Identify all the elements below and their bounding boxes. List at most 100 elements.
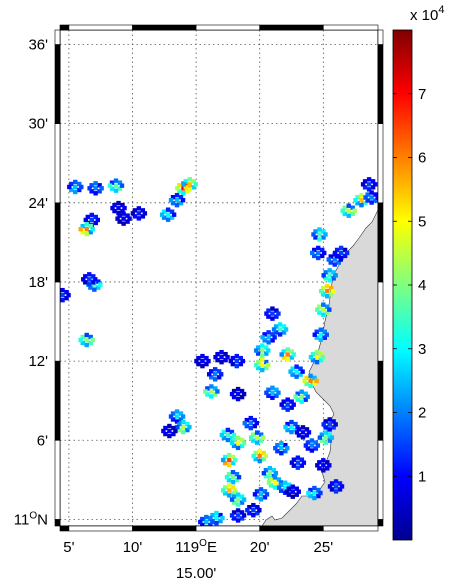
- density-cell: [320, 285, 326, 291]
- density-cell: [235, 518, 241, 523]
- density-cell: [88, 223, 93, 229]
- density-cell: [308, 383, 313, 389]
- density-cell: [219, 432, 225, 438]
- density-cluster: [229, 435, 247, 451]
- density-cell: [235, 502, 241, 507]
- density-cell: [261, 450, 266, 456]
- colorbar-tick-label: 3: [418, 341, 426, 358]
- density-cell: [263, 468, 269, 473]
- frame-bar-bottom: [323, 525, 379, 532]
- density-cell: [175, 186, 180, 191]
- density-cell: [256, 359, 261, 365]
- density-cell: [213, 354, 218, 360]
- density-cell: [322, 329, 327, 334]
- density-cell: [171, 431, 176, 437]
- density-cell: [312, 485, 317, 491]
- density-cell: [222, 485, 228, 490]
- density-cell: [291, 457, 297, 462]
- density-cell: [317, 237, 322, 242]
- density-cell: [327, 268, 332, 273]
- density-cell: [125, 213, 130, 218]
- density-cell: [181, 182, 186, 187]
- density-cell: [239, 516, 245, 521]
- density-cell: [213, 392, 218, 397]
- density-cell: [60, 292, 65, 298]
- density-cluster: [327, 479, 345, 494]
- density-cell: [254, 495, 260, 500]
- density-cell: [317, 310, 322, 315]
- density-cell: [60, 297, 65, 303]
- density-cell: [216, 369, 222, 374]
- density-cell: [252, 417, 257, 423]
- density-cell: [285, 402, 290, 407]
- density-cluster: [203, 384, 220, 399]
- density-cell: [205, 386, 210, 391]
- density-cell: [239, 437, 245, 443]
- density-cell: [337, 487, 343, 492]
- density-cell: [204, 524, 209, 526]
- density-cell: [97, 183, 102, 188]
- density-cluster: [229, 492, 247, 507]
- density-cell: [318, 357, 324, 363]
- density-cell: [327, 484, 333, 489]
- density-cell: [310, 357, 316, 363]
- density-cell: [252, 492, 258, 497]
- density-cell: [235, 492, 241, 497]
- density-cell: [229, 429, 235, 435]
- density-cell: [342, 247, 348, 253]
- density-cell: [251, 507, 256, 513]
- density-cell: [183, 185, 188, 190]
- density-cell: [187, 182, 192, 187]
- density-cell: [308, 487, 313, 493]
- density-cell: [327, 273, 332, 278]
- density-cell: [132, 208, 138, 213]
- frame-bar-bottom: [132, 525, 197, 532]
- density-cluster: [360, 177, 378, 192]
- density-cluster: [302, 373, 319, 389]
- density-cluster: [242, 415, 259, 431]
- density-cell: [219, 359, 224, 365]
- density-cell: [235, 391, 241, 397]
- density-cluster: [340, 203, 357, 218]
- density-cell: [257, 458, 262, 464]
- density-cell: [200, 516, 205, 522]
- y-tick-label: 18': [28, 274, 48, 291]
- density-cell: [282, 485, 288, 490]
- density-cell: [73, 189, 78, 195]
- density-cluster: [168, 192, 186, 208]
- density-cell: [322, 335, 327, 340]
- density-cell: [323, 430, 329, 435]
- density-cell: [321, 422, 326, 427]
- frame-bar-right: [377, 439, 384, 520]
- density-cluster: [303, 438, 321, 453]
- density-cell: [170, 200, 176, 206]
- density-cell: [93, 181, 98, 186]
- density-cell: [64, 295, 69, 301]
- density-cell: [327, 432, 333, 437]
- density-cell: [254, 430, 260, 435]
- density-cell: [273, 324, 279, 329]
- density-cell: [271, 327, 277, 332]
- density-cell: [262, 489, 268, 494]
- colorbar-ticks: 1 2 3 4 5 6 7: [393, 86, 426, 485]
- density-cell: [289, 405, 294, 410]
- density-cell: [230, 491, 236, 496]
- density-cell: [312, 375, 317, 381]
- density-cell: [333, 422, 338, 427]
- density-cell: [200, 358, 205, 364]
- density-cell: [325, 466, 330, 471]
- density-cell: [77, 181, 82, 187]
- density-cell: [203, 389, 208, 394]
- density-cell: [266, 330, 271, 335]
- density-cluster: [198, 514, 215, 526]
- density-cell: [293, 427, 298, 433]
- density-cell: [266, 340, 271, 345]
- density-cell: [223, 357, 228, 363]
- density-cell: [174, 419, 180, 424]
- density-cell: [365, 198, 370, 203]
- y-tick-label: 12': [28, 353, 48, 370]
- density-cluster: [254, 357, 271, 373]
- density-cluster: [252, 487, 270, 502]
- density-cell: [304, 381, 309, 387]
- density-cluster: [271, 322, 289, 337]
